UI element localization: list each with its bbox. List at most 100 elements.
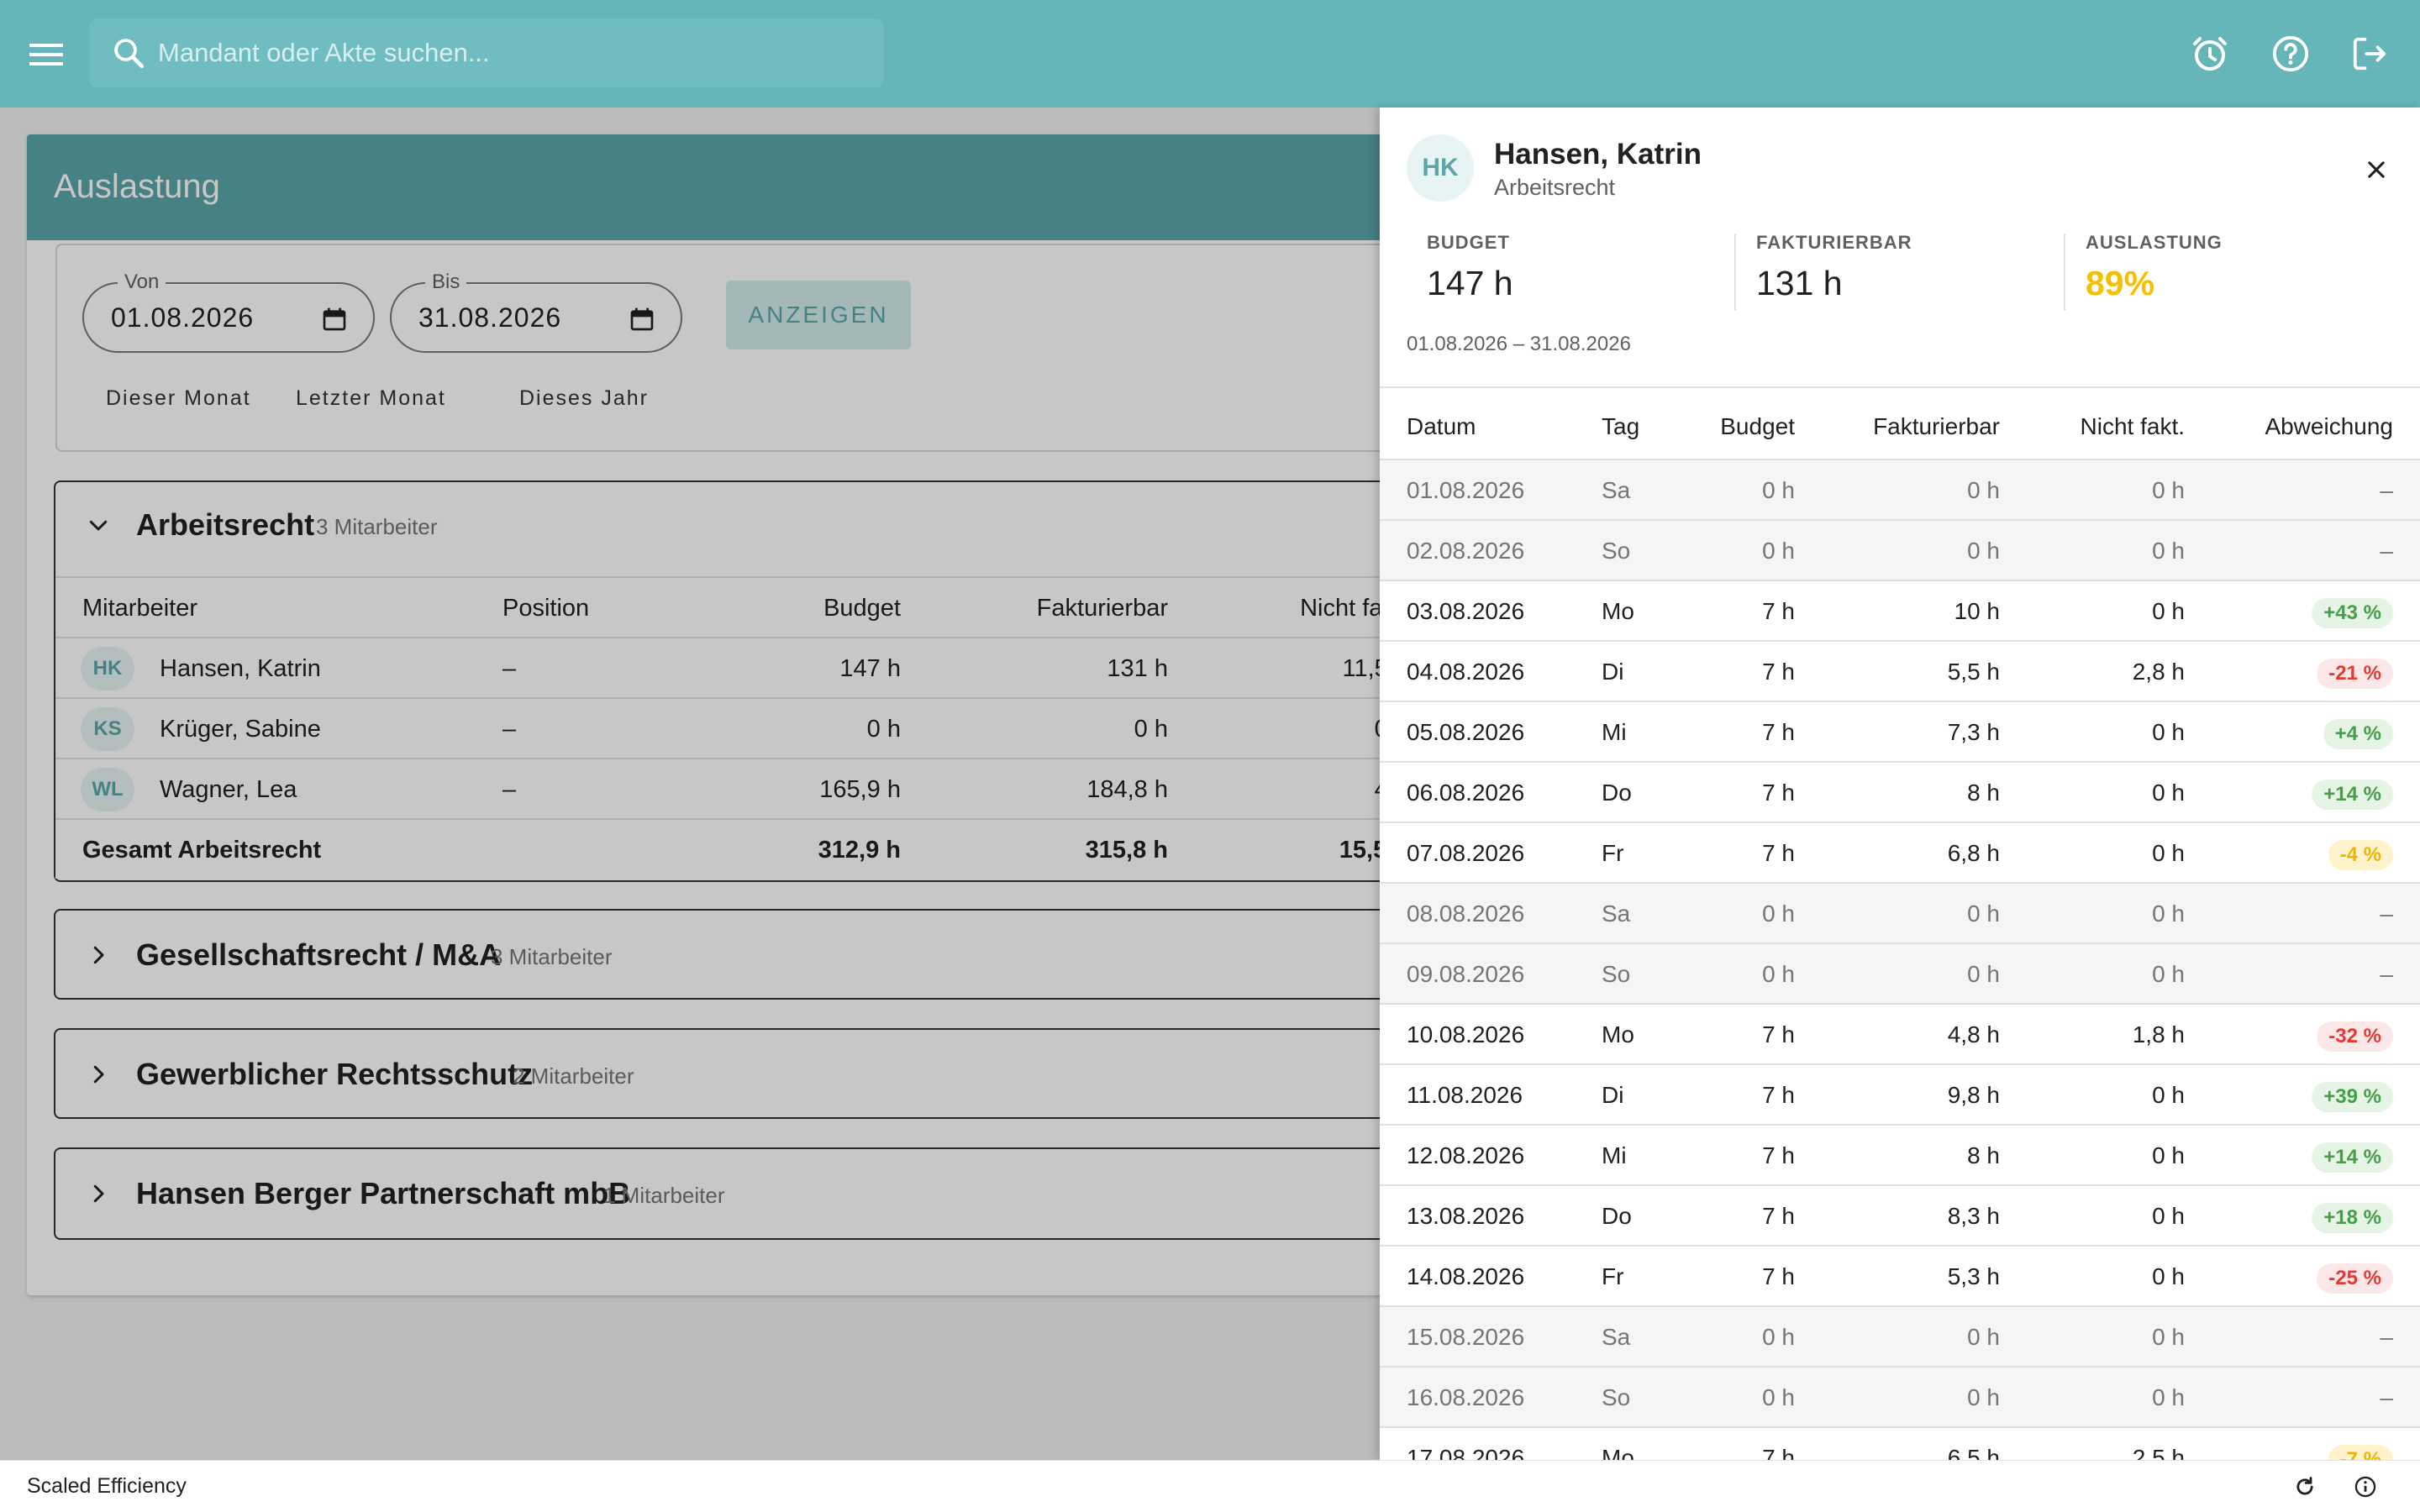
day-deviation-cell: -25 %: [2317, 1263, 2393, 1294]
day-nonbillable: 0 h: [2152, 1203, 2185, 1229]
day-billable: 8 h: [1967, 1142, 2000, 1168]
alarm-clock-icon[interactable]: [2188, 32, 2232, 76]
col-header-billable: Fakturierbar: [1036, 595, 1168, 622]
chevron-right-icon[interactable]: [86, 942, 111, 972]
chevron-down-icon[interactable]: [86, 512, 111, 542]
day-nonbillable: 2,8 h: [2132, 659, 2185, 685]
day-name: Mo: [1602, 1021, 1634, 1047]
employee-detail-drawer: HK Hansen, Katrin Arbeitsrecht BUDGET 14…: [1380, 108, 2420, 1460]
day-nonbillable: 0 h: [2152, 719, 2185, 745]
day-deviation-cell: -7 %: [2328, 1445, 2393, 1460]
col-header-day: Tag: [1602, 413, 1640, 439]
app-bar: [0, 0, 2420, 108]
table-row: 05.08.2026 Mi 7 h 7,3 h 0 h +4 %: [1380, 702, 2420, 763]
day-name: Mi: [1602, 719, 1627, 745]
day-date: 07.08.2026: [1407, 840, 1525, 866]
day-deviation: –: [2380, 900, 2393, 927]
day-deviation-cell: +14 %: [2312, 780, 2393, 810]
calendar-icon[interactable]: [629, 306, 655, 337]
calendar-icon[interactable]: [321, 306, 348, 337]
avatar: KS: [81, 707, 134, 751]
group-arbeitsrecht: Arbeitsrecht 3 Mitarbeiter Mitarbeiter P…: [54, 480, 2420, 882]
kpi-utilization: AUSLASTUNG 89%: [2086, 232, 2223, 303]
day-name: Sa: [1602, 900, 1631, 927]
day-name: Mi: [1602, 1142, 1627, 1168]
kpi-billable: FAKTURIERBAR 131 h: [1756, 232, 1912, 303]
avatar: HK: [1407, 134, 1474, 202]
show-button[interactable]: ANZEIGEN: [726, 281, 911, 349]
table-header: Datum Tag Budget Fakturierbar Nicht fakt…: [1380, 386, 2420, 460]
col-header-budget: Budget: [823, 595, 901, 622]
info-icon[interactable]: [2351, 1473, 2380, 1501]
day-name: Mo: [1602, 598, 1634, 624]
day-budget: 7 h: [1762, 1021, 1795, 1047]
day-billable: 4,8 h: [1947, 1021, 2000, 1047]
day-deviation-cell: +18 %: [2312, 1203, 2393, 1233]
backdrop-overlay[interactable]: [0, 108, 1380, 1460]
day-date: 10.08.2026: [1407, 1021, 1525, 1047]
day-date: 11.08.2026: [1407, 1082, 1523, 1108]
day-name: Sa: [1602, 477, 1631, 503]
date-range: 01.08.2026 – 31.08.2026: [1407, 333, 1631, 355]
table-row[interactable]: HK Hansen, Katrin – 147 h 131 h 11,5 h: [55, 637, 1408, 697]
group-name[interactable]: Arbeitsrecht: [136, 507, 315, 542]
to-date-label: Bis: [425, 270, 467, 294]
employee-billable: 184,8 h: [1086, 776, 1168, 803]
close-icon[interactable]: [2358, 151, 2395, 188]
table-row: 06.08.2026 Do 7 h 8 h 0 h +14 %: [1380, 763, 2420, 823]
day-name: Di: [1602, 659, 1624, 685]
day-deviation-cell: -4 %: [2328, 840, 2393, 870]
day-budget: 0 h: [1762, 1384, 1795, 1410]
employee-name: Krüger, Sabine: [160, 716, 321, 743]
table-row: 13.08.2026 Do 7 h 8,3 h 0 h +18 %: [1380, 1186, 2420, 1247]
day-budget: 7 h: [1762, 598, 1795, 624]
day-nonbillable: 0 h: [2152, 780, 2185, 806]
day-deviation: –: [2380, 538, 2393, 564]
kpi-divider: [1734, 234, 1736, 311]
kpi-budget: BUDGET 147 h: [1427, 232, 1513, 303]
search-box: [89, 18, 884, 87]
day-date: 06.08.2026: [1407, 780, 1525, 806]
menu-icon[interactable]: [25, 34, 67, 76]
day-billable: 0 h: [1967, 538, 2000, 564]
day-deviation-cell: +14 %: [2312, 1142, 2393, 1173]
help-icon[interactable]: [2269, 32, 2312, 76]
day-nonbillable: 0 h: [2152, 961, 2185, 987]
day-date: 02.08.2026: [1407, 538, 1525, 564]
day-billable: 0 h: [1967, 1384, 2000, 1410]
day-budget: 7 h: [1762, 1203, 1795, 1229]
deviation-badge: -4 %: [2328, 840, 2393, 870]
day-budget: 7 h: [1762, 1142, 1795, 1168]
refresh-icon[interactable]: [2291, 1473, 2319, 1501]
day-name: Do: [1602, 1203, 1632, 1229]
quick-this-month-button[interactable]: Dieser Monat: [106, 386, 251, 410]
quick-last-month-button[interactable]: Letzter Monat: [296, 386, 446, 410]
day-budget: 7 h: [1762, 719, 1795, 745]
day-date: 12.08.2026: [1407, 1142, 1525, 1168]
day-budget: 0 h: [1762, 1324, 1795, 1350]
chevron-right-icon[interactable]: [86, 1181, 111, 1210]
day-billable: 9,8 h: [1947, 1082, 2000, 1108]
deviation-badge: +43 %: [2312, 598, 2393, 628]
logout-icon[interactable]: [2348, 32, 2391, 76]
group-name[interactable]: Hansen Berger Partnerschaft mbB: [136, 1176, 631, 1210]
search-input[interactable]: [158, 30, 864, 76]
col-header-position: Position: [502, 595, 590, 622]
employee-group: Arbeitsrecht: [1494, 175, 1616, 200]
day-billable: 8 h: [1967, 780, 2000, 806]
day-budget: 0 h: [1762, 477, 1795, 503]
col-header-deviation: Abweichung: [2265, 413, 2393, 439]
group-name[interactable]: Gewerblicher Rechtsschutz: [136, 1057, 534, 1091]
from-date-field[interactable]: Von 01.08.2026: [82, 270, 375, 353]
deviation-badge: +18 %: [2312, 1203, 2393, 1233]
deviation-badge: -21 %: [2317, 659, 2393, 689]
table-row: 03.08.2026 Mo 7 h 10 h 0 h +43 %: [1380, 581, 2420, 642]
quick-this-year-button[interactable]: Dieses Jahr: [519, 386, 649, 410]
group-name[interactable]: Gesellschaftsrecht / M&A: [136, 937, 502, 972]
day-name: Fr: [1602, 1263, 1624, 1289]
to-date-field[interactable]: Bis 31.08.2026: [390, 270, 682, 353]
employee-billable: 131 h: [1107, 655, 1168, 682]
total-billable: 315,8 h: [1085, 837, 1168, 864]
day-date: 17.08.2026: [1407, 1445, 1525, 1460]
chevron-right-icon[interactable]: [86, 1062, 111, 1091]
